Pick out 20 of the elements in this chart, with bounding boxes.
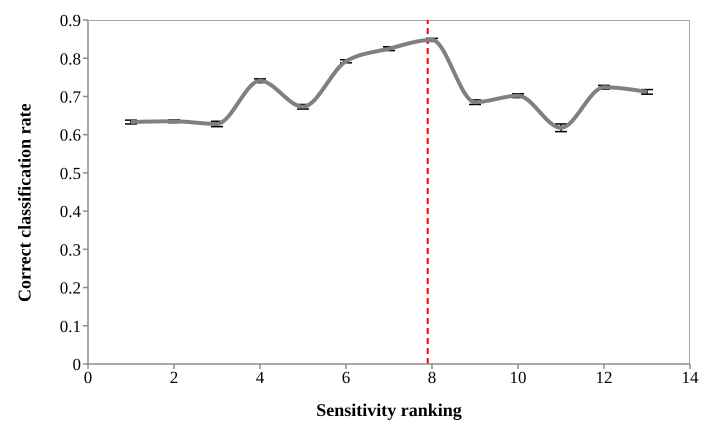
x-tick-label: 6 (342, 368, 350, 388)
y-axis-title: Correct classification rate (14, 103, 34, 302)
x-tick-label: 8 (428, 368, 436, 388)
y-tick-label: 0.1 (60, 316, 81, 336)
y-tick-label: 0 (72, 355, 81, 374)
y-tick-label: 0.2 (60, 278, 81, 298)
y-tick-label: 0.5 (60, 164, 81, 183)
x-tick-label: 10 (510, 368, 526, 388)
x-tick-label: 12 (596, 368, 612, 388)
y-tick-label: 0.9 (60, 11, 81, 30)
line-series (129, 38, 649, 130)
x-tick-label: 2 (170, 368, 178, 388)
y-tick-label: 0.8 (60, 49, 81, 68)
y-tick-label: 0.6 (60, 126, 81, 145)
x-tick-label: 14 (682, 368, 699, 388)
x-axis-title: Sensitivity ranking (316, 400, 462, 420)
x-tick-label: 4 (256, 368, 265, 388)
y-tick-label: 0.7 (60, 87, 82, 106)
y-tick-label: 0.3 (60, 240, 81, 260)
y-tick-label: 0.4 (60, 202, 82, 222)
